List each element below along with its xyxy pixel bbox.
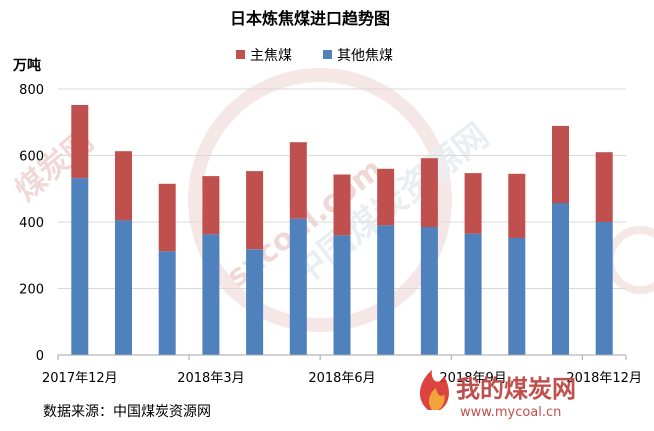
y-unit-label: 万吨 — [12, 57, 41, 74]
legend-label: 其他焦煤 — [337, 48, 393, 64]
y-tick-label: 400 — [19, 216, 44, 231]
bar-other-coking-coal — [595, 222, 613, 355]
bar-prime-coking-coal — [333, 174, 351, 236]
bar-prime-coking-coal — [377, 168, 395, 226]
bar-other-coking-coal — [552, 203, 569, 355]
x-tick-label: 2018年3月 — [177, 371, 244, 386]
bar-prime-coking-coal — [420, 158, 438, 227]
bar-prime-coking-coal — [464, 173, 482, 234]
bar-other-coking-coal — [71, 178, 89, 355]
logo-name: 我的煤炭网 — [456, 375, 576, 403]
x-axis — [57, 354, 627, 360]
x-tick-label: 2018年9月 — [439, 371, 506, 386]
legend-label: 主焦煤 — [250, 48, 292, 64]
y-tick-label: 200 — [19, 283, 44, 298]
bar-prime-coking-coal — [595, 152, 613, 222]
flame-icon — [419, 370, 449, 410]
bar-other-coking-coal — [333, 235, 351, 355]
bar-prime-coking-coal — [115, 151, 132, 221]
bar-other-coking-coal — [158, 251, 176, 355]
x-axis-ticks: 2017年12月 2018年3月 2018年6月 2018年9月 2018年12月 — [42, 371, 642, 386]
logo-url: www.mycoal.cn — [460, 405, 561, 420]
y-tick-label: 800 — [19, 83, 44, 98]
bar-other-coking-coal — [508, 238, 526, 355]
x-tick-label: 2018年6月 — [308, 371, 375, 386]
y-tick-label: 600 — [19, 150, 44, 165]
bar-other-coking-coal — [289, 218, 307, 355]
bar-prime-coking-coal — [552, 125, 569, 203]
bar-prime-coking-coal — [289, 142, 307, 219]
y-axis-ticks: 0 200 400 600 800 — [19, 83, 44, 364]
legend-swatch — [236, 50, 245, 59]
x-tick-label: 2017年12月 — [42, 371, 118, 386]
bar-other-coking-coal — [202, 234, 220, 355]
bar-other-coking-coal — [115, 220, 132, 355]
mycoal-logo: 我的煤炭网 www.mycoal.cn — [419, 370, 576, 420]
bar-other-coking-coal — [246, 249, 264, 355]
bar-prime-coking-coal — [71, 105, 89, 179]
legend: 主焦煤 其他焦煤 — [236, 48, 393, 64]
chart-title: 日本炼焦煤进口趋势图 — [230, 9, 390, 28]
bar-other-coking-coal — [377, 225, 395, 355]
bar-prime-coking-coal — [246, 171, 264, 250]
bar-other-coking-coal — [420, 227, 438, 355]
legend-swatch — [323, 50, 332, 59]
bar-other-coking-coal — [464, 233, 482, 355]
bar-prime-coking-coal — [202, 176, 220, 235]
x-tick-label: 2018年12月 — [566, 371, 642, 386]
bar-prime-coking-coal — [158, 183, 176, 252]
source-note: 数据来源：中国煤炭资源网 — [43, 404, 211, 420]
bars — [71, 105, 613, 355]
bar-prime-coking-coal — [508, 173, 526, 238]
y-tick-label: 0 — [36, 349, 44, 364]
